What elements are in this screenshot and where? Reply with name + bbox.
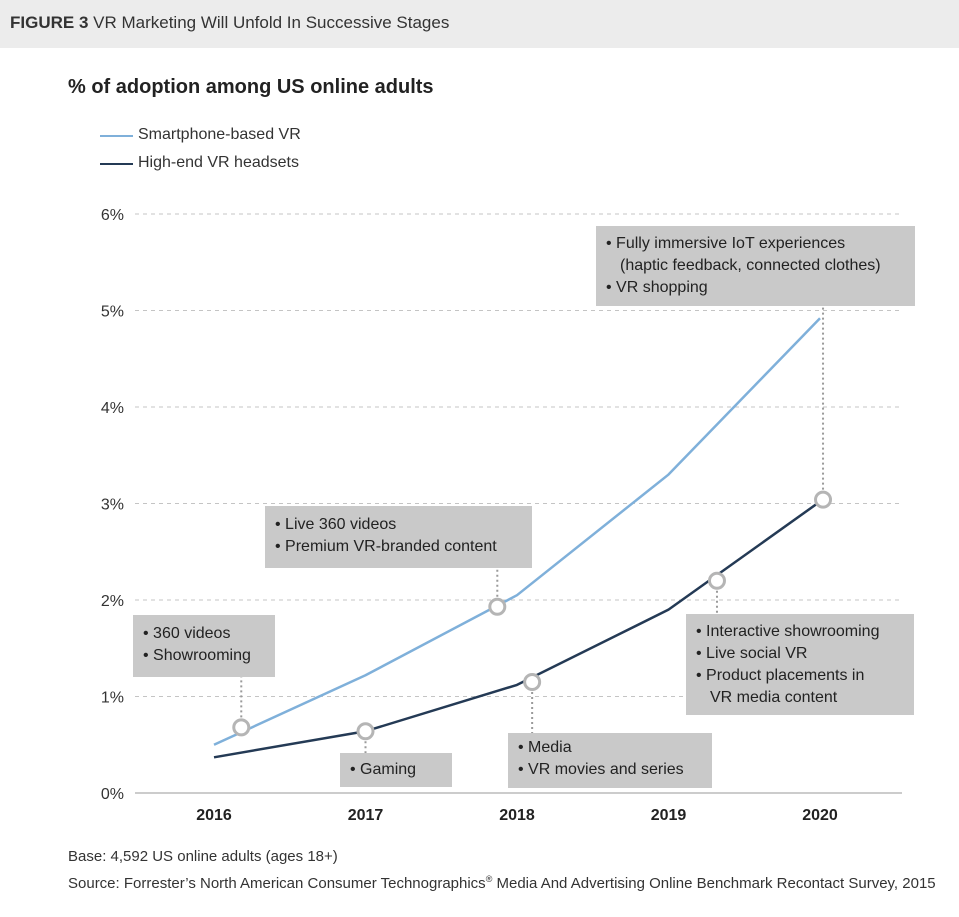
annotation-line: • Product placements in bbox=[696, 667, 865, 684]
figure-header: FIGURE 3 VR Marketing Will Unfold In Suc… bbox=[0, 0, 959, 48]
y-tick-label: 5% bbox=[101, 304, 124, 321]
base-note: Base: 4,592 US online adults (ages 18+) bbox=[68, 848, 338, 865]
y-tick-label: 4% bbox=[101, 400, 124, 417]
y-tick-label: 3% bbox=[101, 497, 124, 514]
legend-swatch-high-end-vr bbox=[100, 163, 133, 165]
annotation-line: VR media content bbox=[710, 689, 838, 706]
annotation-line: • 360 videos bbox=[143, 625, 231, 642]
legend-swatch-smartphone-vr bbox=[100, 135, 133, 137]
legend-label-smartphone-vr: Smartphone-based VR bbox=[138, 126, 301, 143]
annotation-2016: • 360 videos • Showrooming bbox=[133, 615, 275, 677]
y-tick-label: 0% bbox=[101, 786, 124, 803]
chart-title: % of adoption among US online adults bbox=[68, 76, 434, 98]
annotation-line: • Premium VR-branded content bbox=[275, 538, 497, 555]
annotation-2019: • Interactive showrooming • Live social … bbox=[686, 614, 914, 715]
series-line-smartphone-vr bbox=[213, 317, 821, 746]
annotation-line: • Interactive showrooming bbox=[696, 623, 880, 640]
data-point-marker bbox=[523, 673, 542, 692]
x-tick-label: 2018 bbox=[499, 807, 535, 824]
y-tick-label: 2% bbox=[101, 593, 124, 610]
data-point-marker bbox=[814, 490, 833, 509]
figure-heading: FIGURE 3 VR Marketing Will Unfold In Suc… bbox=[10, 13, 449, 33]
annotation-2017: • Gaming bbox=[340, 753, 452, 787]
data-point-marker bbox=[488, 597, 507, 616]
annotation-line: • Media bbox=[518, 739, 572, 756]
line-chart: 0% 1% 2% 3% 4% 5% 6% 2016 2017 2018 2019 2020 bbox=[101, 207, 902, 824]
annotation-line: • Gaming bbox=[350, 761, 417, 778]
x-tick-label: 2017 bbox=[348, 807, 384, 824]
x-tick-label: 2020 bbox=[802, 807, 838, 824]
figure-label: FIGURE 3 bbox=[10, 13, 89, 32]
y-tick-label: 6% bbox=[101, 207, 124, 224]
annotation-2018-headset: • Media • VR movies and series bbox=[508, 733, 712, 788]
source-text: Source: Forrester’s North American Consu… bbox=[68, 875, 486, 892]
legend-label-high-end-vr: High-end VR headsets bbox=[138, 154, 299, 171]
x-tick-label: 2019 bbox=[651, 807, 687, 824]
annotation-line: (haptic feedback, connected clothes) bbox=[620, 257, 881, 274]
annotation-line: • Live 360 videos bbox=[275, 516, 397, 533]
x-tick-label: 2016 bbox=[196, 807, 232, 824]
data-point-marker bbox=[356, 722, 375, 741]
y-tick-label: 1% bbox=[101, 690, 124, 707]
source-text-continued: Media And Advertising Online Benchmark R… bbox=[492, 875, 936, 892]
annotation-line: • Showrooming bbox=[143, 647, 251, 664]
data-point-marker bbox=[707, 571, 726, 590]
footer: Base: 4,592 US online adults (ages 18+) … bbox=[68, 846, 948, 895]
annotation-line: • Fully immersive IoT experiences bbox=[606, 235, 846, 252]
figure-title: VR Marketing Will Unfold In Successive S… bbox=[93, 13, 450, 32]
annotation-2018-smartphone: • Live 360 videos • Premium VR-branded c… bbox=[265, 506, 532, 568]
annotation-line: • VR shopping bbox=[606, 279, 708, 296]
annotation-line: • VR movies and series bbox=[518, 761, 684, 778]
data-point-marker bbox=[232, 718, 251, 737]
registered-mark: ® bbox=[485, 874, 493, 884]
annotation-2020: • Fully immersive IoT experiences (hapti… bbox=[596, 226, 915, 306]
annotation-line: • Live social VR bbox=[696, 645, 808, 662]
source-note: Source: Forrester’s North American Consu… bbox=[68, 868, 948, 895]
